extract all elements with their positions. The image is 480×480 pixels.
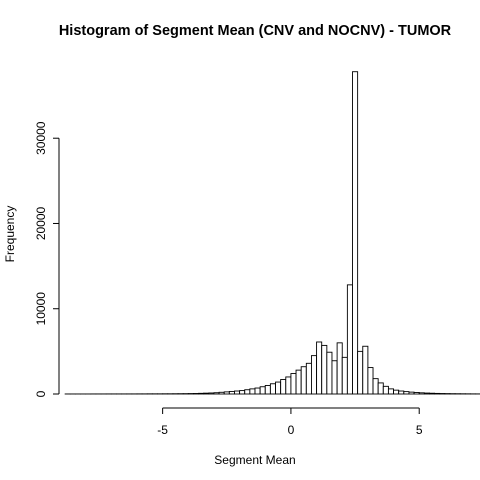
histogram-bar [290, 373, 297, 395]
histogram-bar [203, 392, 210, 395]
x-axis-label: Segment Mean [214, 453, 295, 467]
histogram-bar [254, 387, 261, 395]
histogram-bar [367, 367, 374, 395]
histogram-bar [269, 383, 276, 395]
histogram-bar [316, 341, 323, 395]
histogram-bar [393, 389, 400, 395]
histogram-bar [228, 390, 235, 395]
x-tick-label: 0 [288, 423, 295, 437]
histogram-bar [346, 284, 353, 395]
histogram-bar [357, 350, 364, 395]
histogram-bar [362, 345, 369, 395]
histogram-bar [382, 385, 389, 395]
histogram-bar [213, 392, 220, 395]
y-tick-label: 0 [34, 390, 48, 397]
histogram-bar [285, 376, 292, 395]
histogram-bar [192, 393, 199, 395]
histogram-bar [305, 362, 312, 395]
histogram-bar [387, 388, 395, 395]
x-axis: -5 0 5 [157, 407, 423, 437]
histogram-bar [244, 389, 251, 395]
y-axis-label: Frequency [3, 206, 17, 263]
y-tick-label: 20000 [34, 206, 48, 240]
histogram-bar [234, 390, 241, 395]
histogram-bars [64, 71, 480, 395]
histogram-bar [275, 381, 282, 395]
histogram-bar [408, 391, 415, 395]
histogram-bar [372, 378, 379, 395]
histogram-bar [198, 392, 205, 395]
histogram-bar [413, 392, 420, 395]
chart-title: Histogram of Segment Mean (CNV and NOCNV… [59, 23, 452, 39]
y-tick-label: 10000 [34, 292, 48, 326]
histogram-bar [300, 366, 307, 395]
histogram-bar [264, 385, 271, 395]
x-tick-label: -5 [157, 423, 168, 437]
histogram-bar [208, 392, 215, 395]
y-tick-label: 30000 [34, 121, 48, 155]
histogram-bar [259, 386, 266, 395]
histogram-bar [398, 390, 405, 395]
histogram-bar [429, 392, 436, 395]
histogram-bar [239, 390, 246, 395]
histogram-bar [331, 360, 338, 395]
histogram-bar [352, 71, 359, 395]
histogram-bar [218, 391, 225, 395]
histogram-bar [434, 392, 441, 395]
histogram-bar [280, 379, 287, 395]
histogram-bar [423, 392, 430, 395]
histogram-bar [418, 392, 425, 395]
histogram-bar [341, 356, 348, 395]
histogram-bar [223, 391, 230, 395]
histogram-bar [326, 351, 333, 395]
x-tick-label: 5 [416, 423, 423, 437]
histogram-bar [311, 355, 318, 395]
histogram-bar [295, 369, 302, 395]
histogram-bar [321, 344, 328, 395]
y-axis: 0 10000 20000 30000 [34, 121, 60, 397]
histogram-bar [336, 342, 343, 395]
histogram-bar [377, 382, 384, 395]
histogram-bar [249, 388, 256, 395]
histogram-bar [403, 391, 410, 395]
